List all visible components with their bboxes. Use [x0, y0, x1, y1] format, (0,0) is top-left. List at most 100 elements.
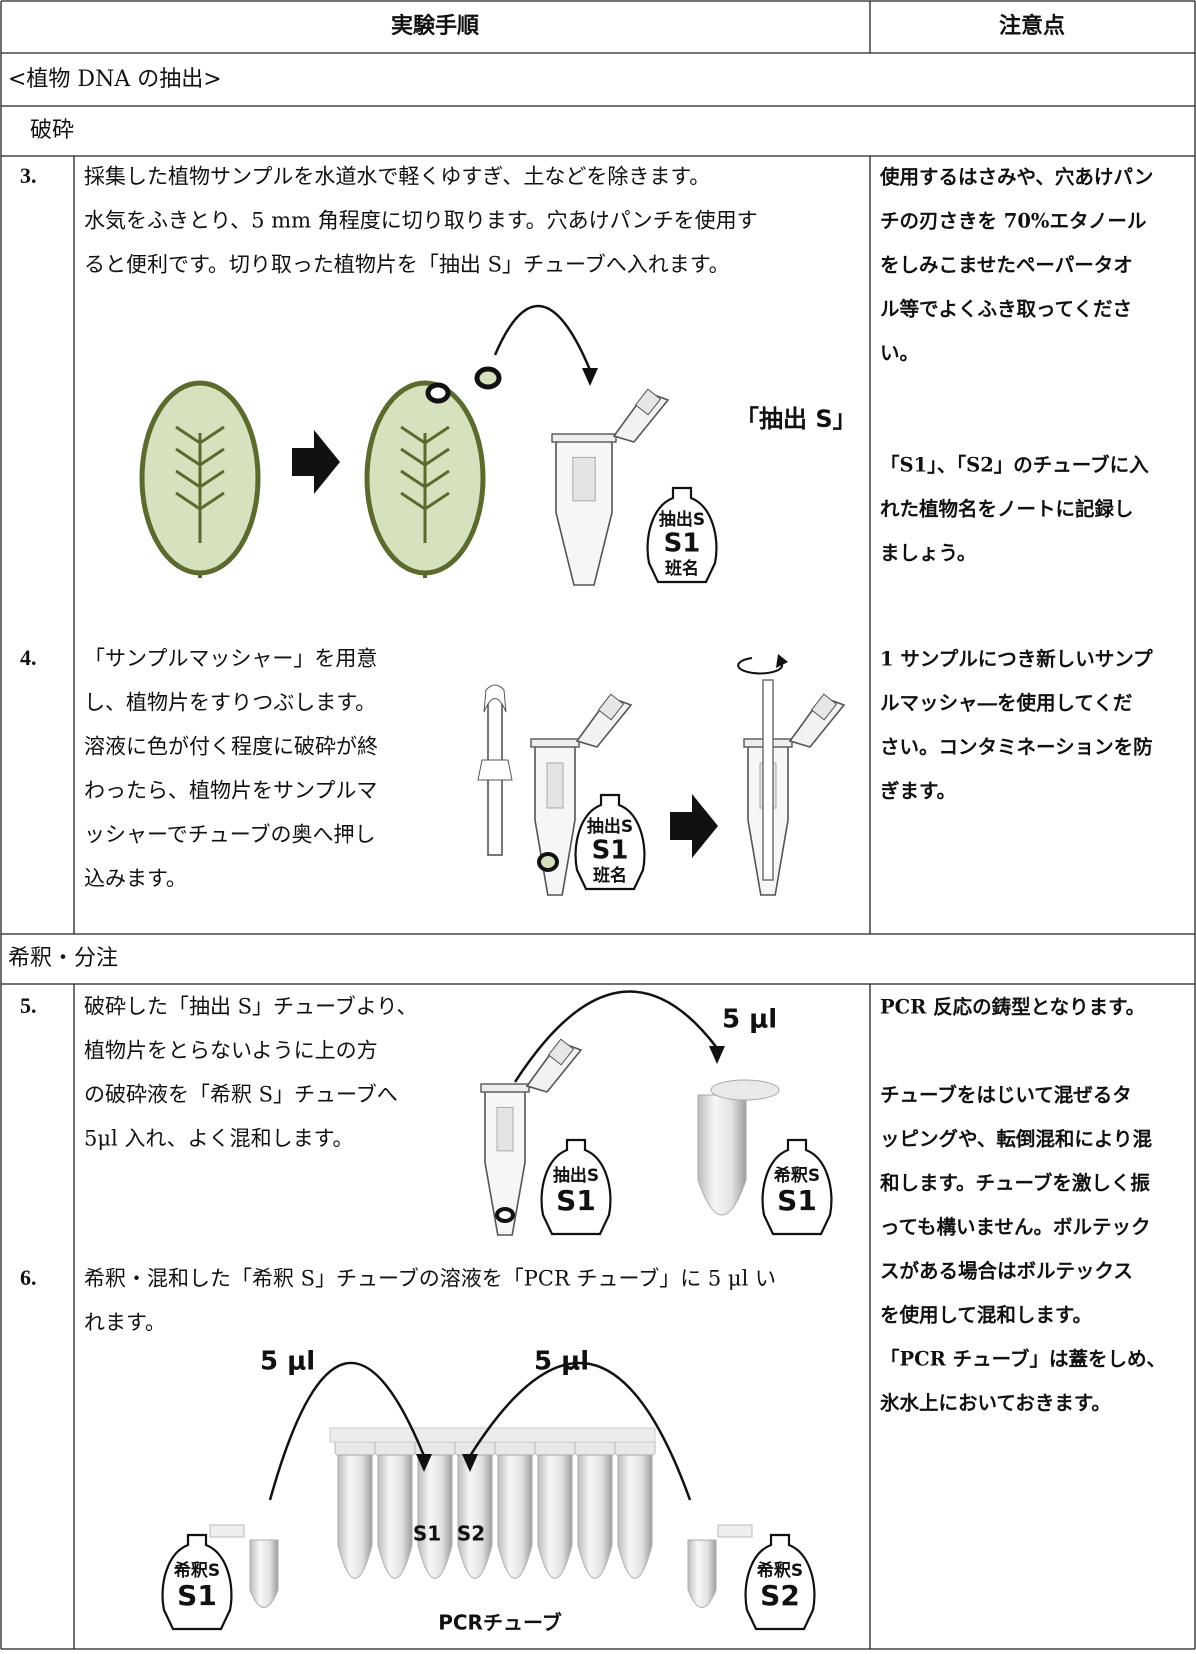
tube-label: S1 — [413, 1522, 441, 1546]
tube-window — [496, 1106, 514, 1152]
note-text: 「PCR チューブ」は蓋をしめ、 — [880, 1348, 1166, 1371]
label-bottle — [646, 486, 718, 584]
small-tube — [209, 1524, 245, 1538]
tube-window — [546, 762, 564, 809]
small-tube — [717, 1524, 753, 1538]
tube-rim — [480, 1083, 530, 1093]
small-tube — [249, 1539, 279, 1608]
header-notes: 注意点 — [999, 13, 1065, 39]
leaf-disc — [474, 366, 502, 390]
tube-label: 「抽出 S」 — [735, 405, 857, 433]
note-text: を使用して混和します。 — [880, 1304, 1092, 1327]
leaf-disc — [495, 1207, 515, 1223]
step-text: ると便利です。切り取った植物片を「抽出 S」チューブへ入れます。 — [84, 253, 730, 277]
step-text: 破砕した「抽出 S」チューブより、 — [84, 995, 418, 1019]
pcr-strip — [329, 1427, 656, 1443]
section-title: <植物 DNA の抽出> — [8, 67, 222, 92]
step-text: わったら、植物片をサンプルマ — [84, 779, 377, 803]
bottle-label: S1 — [664, 529, 701, 559]
note-text: 1 サンプルにつき新しいサンプ — [880, 648, 1153, 671]
tube-window — [572, 456, 596, 502]
leaf-vein — [400, 469, 450, 489]
pcr-lid — [334, 1440, 376, 1456]
step-text: 水気をふきとり、5 mm 角程度に切り取ります。穴あけパンチを使用す — [84, 209, 758, 233]
bottle-label: 希釈S — [774, 1165, 820, 1186]
bottle-label: 抽出S — [659, 509, 705, 530]
pcr-lid — [534, 1440, 576, 1456]
pcr-tube — [537, 1454, 573, 1579]
label-bottle — [574, 793, 646, 891]
pcr-tube — [417, 1454, 453, 1579]
masher-flange — [477, 759, 513, 781]
leaf-vein — [175, 469, 225, 489]
strip-label: PCRチューブ — [438, 1611, 562, 1635]
bottle-label: 班名 — [665, 558, 699, 579]
volume-label: 5 μl — [260, 1347, 315, 1377]
transfer-arrow — [513, 990, 718, 1083]
step-text: 「サンプルマッシャー」を用意 — [84, 647, 377, 671]
pcr-tube — [577, 1454, 613, 1579]
step-text: 希釈・混和した「希釈 S」チューブの溶液を「PCR チューブ」に 5 μl い — [84, 1267, 776, 1291]
step-text: 採集した植物サンプルを水道水で軽くゆすぎ、土などを除きます。 — [84, 165, 710, 189]
tube-lid-cap — [634, 388, 662, 416]
bottle-label: 班名 — [593, 865, 627, 886]
arrow-head — [582, 368, 598, 386]
bottle-label: 抽出S — [587, 816, 633, 837]
label-bottle — [744, 1533, 816, 1631]
note-text: っても構いません。ボルテック — [880, 1216, 1150, 1239]
subsection-title: 破砕 — [30, 118, 74, 143]
note-text: ッピングや、転倒混和により混 — [880, 1128, 1153, 1151]
step-text: し、植物片をすりつぶします。 — [84, 691, 376, 715]
masher-top — [483, 684, 507, 713]
small-tube — [687, 1539, 717, 1608]
note-text: 「S1」、「S2」のチューブに入 — [880, 454, 1149, 477]
step-number: 6. — [20, 1265, 37, 1290]
label-bottle — [161, 1533, 233, 1631]
arrow-head — [776, 654, 788, 668]
note-text: チューブをはじいて混ぜるタ — [880, 1084, 1132, 1107]
rotate-arrow — [737, 657, 784, 675]
leaf-vein — [175, 425, 225, 445]
arrow-head — [462, 1454, 478, 1472]
header-procedure: 実験手順 — [391, 13, 480, 39]
volume-label: 5 μl — [534, 1347, 589, 1377]
transfer-arrow — [468, 1361, 692, 1501]
label-bottle — [540, 1138, 612, 1236]
block-arrow — [292, 430, 340, 494]
leaf-disc — [537, 852, 559, 872]
leaf-vein — [400, 491, 450, 511]
step-text: 植物片をとらないように上の方 — [84, 1039, 378, 1063]
bottle-label: S1 — [592, 836, 629, 866]
transfer-arrow — [268, 1361, 426, 1501]
leaf-vein — [400, 425, 450, 445]
bottle-label: S1 — [556, 1184, 596, 1217]
bottle-label: S1 — [777, 1184, 817, 1217]
pcr-tube — [377, 1454, 413, 1579]
note-text: 和します。チューブを激しく振 — [880, 1172, 1150, 1195]
pcr-tube — [457, 1454, 493, 1579]
step-number: 5. — [20, 993, 37, 1018]
note-text: 使用するはさみや、穴あけパン — [879, 166, 1153, 189]
bottle-label: 希釈S — [757, 1560, 803, 1581]
dilution-lid — [710, 1079, 780, 1101]
pcr-lid — [574, 1440, 616, 1456]
bottle-label: S2 — [760, 1579, 800, 1612]
note-text: 氷水上においておきます。 — [880, 1392, 1111, 1415]
note-text: ましょう。 — [880, 542, 976, 565]
subsection-title: 希釈・分注 — [8, 946, 118, 971]
tube-lid-cap — [597, 693, 625, 721]
tube-label: S2 — [457, 1522, 485, 1546]
step-text: ッシャーでチューブの奥へ押し — [84, 823, 375, 847]
tube-lid-cap — [547, 1038, 575, 1066]
bottle-label: 抽出S — [553, 1165, 599, 1186]
tube-rim — [551, 433, 617, 443]
block-arrow — [670, 794, 718, 858]
pcr-tube — [497, 1454, 533, 1579]
pcr-lid — [614, 1440, 656, 1456]
pcr-tube — [337, 1454, 373, 1579]
masher-rod — [762, 679, 774, 881]
leaf-vein — [175, 447, 225, 467]
leaf-vein — [400, 447, 450, 467]
